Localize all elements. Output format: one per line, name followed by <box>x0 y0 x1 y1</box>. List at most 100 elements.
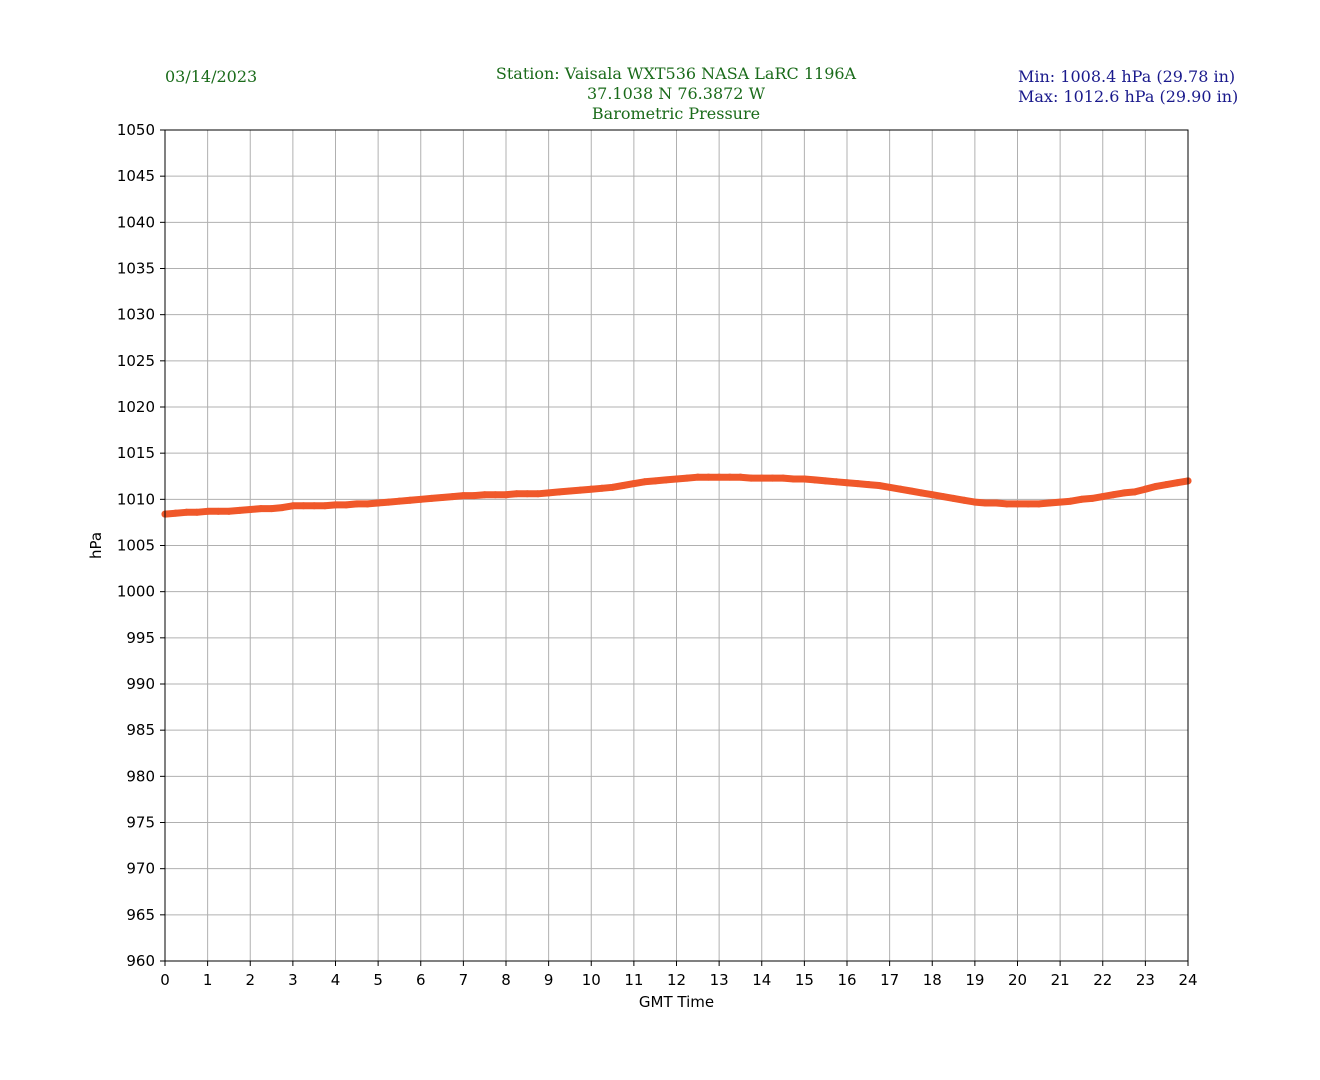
data-point <box>1014 500 1021 508</box>
y-tick-label: 1005 <box>117 537 155 555</box>
data-point <box>758 474 766 482</box>
y-tick-label: 1045 <box>117 167 155 185</box>
data-point <box>609 483 617 491</box>
x-tick-label: 13 <box>710 971 729 989</box>
y-tick-label: 1000 <box>117 583 155 601</box>
y-tick-label: 1040 <box>117 213 155 231</box>
data-point <box>790 475 798 483</box>
max-value: Max: 1012.6 hPa (29.90 in) <box>1018 87 1239 106</box>
data-point <box>1035 500 1043 508</box>
data-point <box>704 473 712 481</box>
y-tick-label: 1050 <box>117 121 155 139</box>
data-point <box>598 484 606 492</box>
data-point <box>1163 481 1171 489</box>
data-point <box>800 475 808 483</box>
data-point <box>768 474 776 482</box>
min-value: Min: 1008.4 hPa (29.78 in) <box>1018 67 1236 86</box>
data-point <box>779 474 787 482</box>
y-tick-label: 975 <box>126 814 155 832</box>
data-point <box>886 483 894 491</box>
data-point <box>662 476 670 484</box>
y-tick-label: 990 <box>126 675 155 693</box>
x-tick-label: 14 <box>752 971 771 989</box>
y-tick-label: 1025 <box>117 352 155 370</box>
data-point <box>278 504 286 512</box>
data-point <box>268 505 276 513</box>
pressure-series <box>161 473 1192 518</box>
data-point <box>193 508 201 516</box>
x-axis: 0 1 2 3 4 5 6 7 8 9 10 11 12 13 14 15 16 17 18 19 20 21 22 23 24 <box>160 961 1198 989</box>
data-point <box>246 505 254 513</box>
data-point <box>1088 494 1096 502</box>
y-tick-label: 985 <box>126 721 155 739</box>
data-point <box>683 474 691 482</box>
data-point <box>438 493 446 501</box>
data-point <box>534 490 542 498</box>
data-point <box>225 507 233 515</box>
x-tick-label: 15 <box>795 971 814 989</box>
data-point <box>641 478 649 486</box>
chart-header: Station: Vaisala WXT536 NASA LaRC 1196A … <box>496 64 856 124</box>
data-point <box>1109 491 1117 499</box>
x-tick-label: 17 <box>880 971 899 989</box>
data-point <box>651 477 659 485</box>
data-point <box>374 499 382 507</box>
data-point <box>427 494 435 502</box>
data-point <box>694 473 702 481</box>
data-point <box>811 476 819 484</box>
data-point <box>822 477 830 485</box>
y-tick-label: 980 <box>126 767 155 785</box>
data-point <box>1003 500 1011 508</box>
y-tick-label: 965 <box>126 906 155 924</box>
data-point <box>236 506 244 514</box>
x-tick-label: 0 <box>160 971 170 989</box>
data-point <box>417 495 425 503</box>
x-tick-label: 5 <box>373 971 383 989</box>
data-point <box>321 502 329 510</box>
data-point <box>1045 499 1053 507</box>
data-point <box>300 502 308 510</box>
x-tick-label: 3 <box>288 971 298 989</box>
data-point <box>950 494 958 502</box>
data-point <box>545 489 553 497</box>
data-point <box>406 496 414 504</box>
x-axis-label: GMT Time <box>639 993 714 1011</box>
x-tick-label: 19 <box>965 971 984 989</box>
data-point <box>502 491 510 499</box>
y-axis-label: hPa <box>87 532 105 559</box>
data-point <box>1120 489 1128 497</box>
data-point <box>843 479 851 487</box>
data-point <box>577 486 585 494</box>
data-point <box>747 474 755 482</box>
x-tick-label: 12 <box>667 971 686 989</box>
y-tick-label: 1035 <box>117 260 155 278</box>
data-point <box>1141 485 1149 493</box>
date-label: 03/14/2023 <box>165 67 258 86</box>
data-point <box>982 499 990 507</box>
y-tick-label: 1010 <box>117 490 155 508</box>
data-point <box>353 500 361 508</box>
data-point <box>1024 500 1032 508</box>
data-point <box>182 508 190 516</box>
chart-title: Barometric Pressure <box>591 104 761 123</box>
x-tick-label: 7 <box>459 971 469 989</box>
y-tick-label: 970 <box>126 860 155 878</box>
coords-line: 37.1038 N 76.3872 W <box>586 84 766 103</box>
x-tick-label: 11 <box>624 971 643 989</box>
data-point <box>992 499 1000 507</box>
data-point <box>587 485 595 493</box>
data-point <box>289 502 297 510</box>
y-tick-label: 995 <box>126 629 155 647</box>
data-point <box>928 491 936 499</box>
x-tick-label: 22 <box>1093 971 1112 989</box>
data-point <box>566 487 574 495</box>
data-point <box>1056 498 1064 506</box>
data-point <box>204 507 212 515</box>
grid-lines <box>164 129 1189 962</box>
data-point <box>363 500 371 508</box>
data-point <box>939 493 947 501</box>
data-point <box>395 497 403 505</box>
data-point <box>736 473 744 481</box>
x-tick-label: 8 <box>501 971 511 989</box>
data-point <box>470 492 478 500</box>
